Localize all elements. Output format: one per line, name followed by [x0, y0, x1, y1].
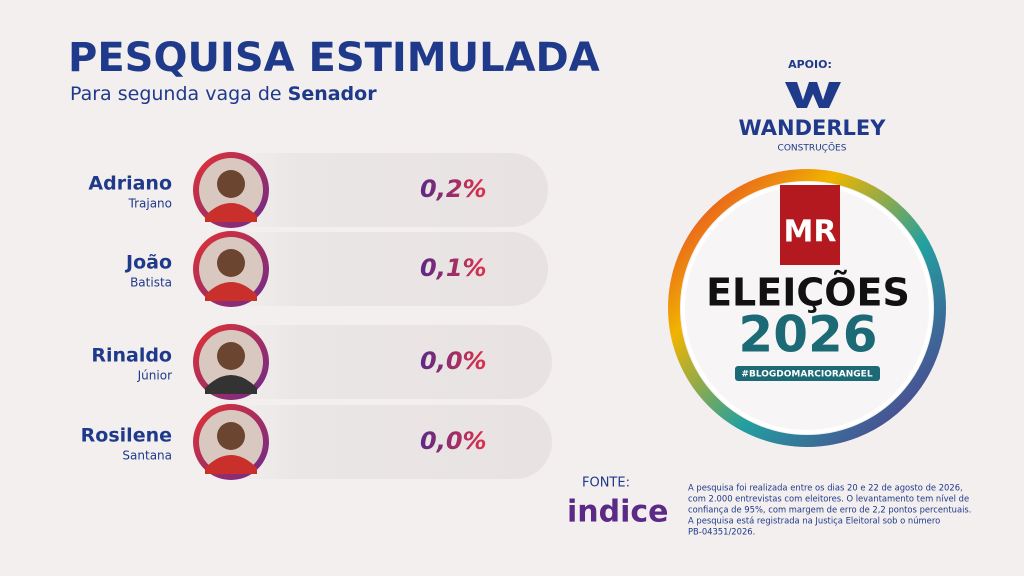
photo-body	[205, 375, 257, 394]
logo-hashtag-bg	[735, 366, 880, 381]
logo-ring	[668, 169, 946, 447]
candidate-first-name: Rosilene	[81, 425, 172, 447]
logo-banner	[780, 185, 840, 265]
logo-hashtag: #BLOGDOMARCIORANGEL	[741, 370, 872, 380]
photo-body	[205, 282, 257, 301]
candidate-last-name: Batista	[130, 276, 172, 290]
footnote-line: com 2.000 entrevistas com eleitores. O l…	[688, 494, 969, 504]
candidate-last-name: Trajano	[128, 197, 173, 211]
row-pill	[190, 325, 552, 399]
sponsor-name: WANDERLEY	[739, 116, 887, 140]
footnote: A pesquisa foi realizada entre os dias 2…	[688, 483, 971, 537]
subtitle: Para segunda vaga de Senador	[70, 83, 377, 105]
candidate-first-name: Rinaldo	[91, 345, 172, 367]
logo-line2: 2026	[738, 306, 877, 364]
source-name: indice	[567, 495, 669, 530]
footnote-line: A pesquisa está registrada na Justiça El…	[688, 516, 940, 526]
candidate-percent: 0,1%	[420, 254, 487, 282]
sponsor-icon	[785, 82, 841, 108]
candidate-percent: 0,0%	[420, 347, 487, 375]
candidate-first-name: Adriano	[88, 173, 172, 195]
photo-head	[217, 422, 245, 450]
row-pill	[190, 232, 548, 306]
sponsor-subname: CONSTRUÇÕES	[778, 142, 847, 154]
logo-initials: MR	[784, 215, 837, 250]
photo-head	[217, 249, 245, 277]
footnote-line: PB-04351/2026.	[688, 527, 755, 537]
logo-line1: ELEIÇÕES	[706, 271, 910, 315]
source-label: FONTE:	[582, 476, 630, 491]
title: PESQUISA ESTIMULADA	[68, 35, 600, 81]
footnote-line: A pesquisa foi realizada entre os dias 2…	[688, 483, 963, 493]
subtitle-text: Para segunda vaga de	[70, 83, 288, 105]
candidate-list: Adriano Trajano 0,2% João Batista 0,1% Rinaldo…	[81, 152, 552, 480]
photo-body	[205, 455, 257, 474]
photo-body	[205, 203, 257, 222]
footnote-line: confiança de 95%, com margem de erro de …	[688, 505, 971, 515]
candidate-percent: 0,2%	[420, 175, 487, 203]
candidate-first-name: João	[124, 252, 172, 274]
row-pill	[190, 405, 552, 479]
candidate-last-name: Júnior	[137, 369, 172, 383]
sponsor-label: APOIO:	[788, 58, 832, 71]
row-pill	[190, 153, 548, 227]
subtitle-bold: Senador	[288, 83, 378, 105]
candidate-percent: 0,0%	[420, 427, 487, 455]
photo-head	[217, 170, 245, 198]
candidate-last-name: Santana	[122, 449, 172, 463]
photo-head	[217, 342, 245, 370]
